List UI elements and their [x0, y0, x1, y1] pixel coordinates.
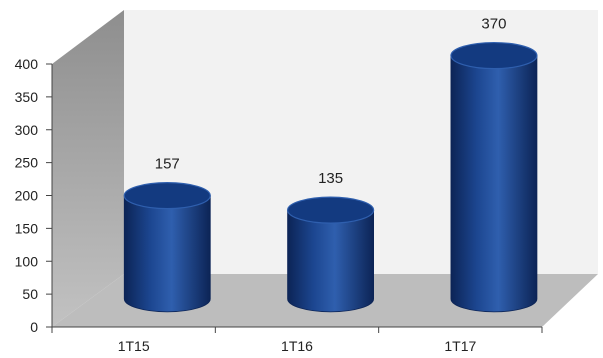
- x-tick-label-1T16: 1T16: [281, 338, 313, 354]
- y-tick-label: 50: [22, 286, 38, 302]
- y-tick-label: 200: [15, 188, 39, 204]
- y-tick-label: 150: [15, 220, 39, 236]
- bar-1T15: [123, 182, 211, 313]
- y-axis-ticks: 0 50 100 150 200 250 300 350 400: [15, 56, 52, 335]
- x-tick-label-1T17: 1T17: [444, 338, 476, 354]
- y-tick-label: 350: [15, 89, 39, 105]
- x-axis-ticks: [51, 327, 543, 333]
- data-labels-group: 157 135 370: [155, 16, 507, 188]
- x-tick-label-1T15: 1T15: [118, 338, 150, 354]
- side-wall: [52, 10, 124, 327]
- x-axis-labels: 1T15 1T16 1T17: [118, 338, 477, 354]
- y-tick-label: 100: [15, 253, 39, 269]
- y-tick-label: 0: [30, 319, 38, 335]
- y-tick-label: 400: [15, 56, 39, 72]
- y-tick-label: 300: [15, 122, 39, 138]
- bar-1T16: [287, 196, 375, 313]
- cylinder-body: [287, 209, 374, 313]
- cylinder-top: [450, 41, 538, 70]
- cylinder-body: [450, 55, 538, 313]
- cylinder-top: [123, 182, 211, 210]
- data-label-1T15: 157: [155, 156, 180, 173]
- bar-1T17: [450, 41, 538, 313]
- cylinder-body: [123, 195, 211, 313]
- cylinder-top: [287, 196, 375, 224]
- bars-group: [123, 41, 538, 313]
- data-label-1T16: 135: [318, 170, 343, 187]
- data-label-1T17: 370: [481, 16, 506, 33]
- y-tick-label: 250: [15, 155, 39, 171]
